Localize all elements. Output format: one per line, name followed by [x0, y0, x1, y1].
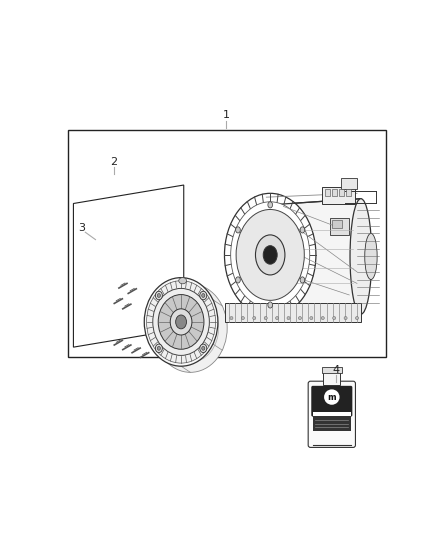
Ellipse shape: [200, 344, 207, 352]
Polygon shape: [225, 303, 361, 322]
Ellipse shape: [264, 317, 267, 320]
Ellipse shape: [268, 302, 272, 308]
FancyBboxPatch shape: [311, 386, 352, 417]
Circle shape: [324, 390, 339, 405]
Ellipse shape: [162, 294, 219, 362]
Bar: [346, 189, 351, 196]
Ellipse shape: [170, 309, 192, 335]
Ellipse shape: [230, 317, 233, 320]
Ellipse shape: [344, 317, 347, 320]
Bar: [339, 189, 344, 196]
Ellipse shape: [253, 317, 256, 320]
Bar: [342, 178, 357, 189]
Ellipse shape: [144, 278, 218, 366]
Bar: [68, 130, 386, 358]
FancyBboxPatch shape: [308, 381, 356, 447]
Ellipse shape: [255, 235, 285, 275]
Ellipse shape: [154, 284, 227, 373]
Ellipse shape: [155, 291, 162, 300]
Ellipse shape: [155, 344, 162, 352]
Ellipse shape: [202, 346, 205, 350]
Ellipse shape: [350, 199, 372, 314]
Ellipse shape: [300, 227, 305, 233]
Ellipse shape: [300, 277, 305, 283]
Ellipse shape: [310, 317, 313, 320]
Bar: [313, 416, 351, 431]
Bar: [322, 367, 342, 373]
Ellipse shape: [298, 317, 301, 320]
Text: 2: 2: [110, 157, 118, 167]
Ellipse shape: [276, 317, 279, 320]
Ellipse shape: [153, 288, 209, 356]
Ellipse shape: [236, 209, 304, 301]
Ellipse shape: [268, 202, 272, 208]
Ellipse shape: [176, 315, 187, 329]
Polygon shape: [270, 199, 361, 314]
Bar: [332, 220, 342, 228]
Bar: [332, 189, 337, 196]
Ellipse shape: [157, 294, 160, 297]
Ellipse shape: [157, 346, 160, 350]
Ellipse shape: [241, 317, 244, 320]
Bar: [325, 189, 330, 196]
Ellipse shape: [179, 278, 187, 284]
Ellipse shape: [231, 202, 310, 308]
Bar: [323, 371, 340, 385]
Ellipse shape: [224, 193, 316, 317]
Bar: [313, 413, 351, 416]
Bar: [330, 218, 349, 235]
Bar: [322, 187, 355, 204]
Text: m: m: [328, 393, 336, 401]
Ellipse shape: [321, 317, 324, 320]
Ellipse shape: [356, 317, 359, 320]
Text: 1: 1: [223, 110, 230, 120]
Ellipse shape: [263, 246, 277, 264]
Ellipse shape: [158, 295, 204, 349]
Ellipse shape: [236, 277, 240, 283]
Ellipse shape: [147, 281, 215, 363]
Ellipse shape: [332, 317, 336, 320]
Ellipse shape: [287, 317, 290, 320]
Ellipse shape: [236, 227, 240, 233]
Ellipse shape: [202, 294, 205, 297]
Text: 4: 4: [333, 365, 340, 375]
Ellipse shape: [200, 291, 207, 300]
Text: 3: 3: [78, 223, 85, 233]
Ellipse shape: [365, 233, 377, 280]
